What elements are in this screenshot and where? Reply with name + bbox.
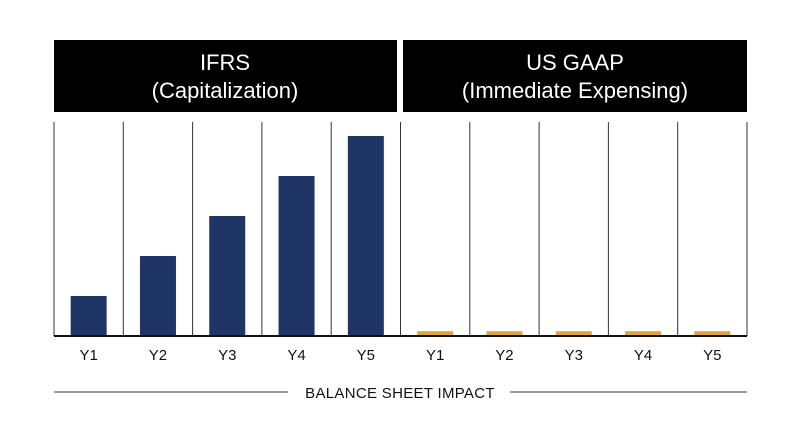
ifrs-bar-y3 [209,216,246,336]
us-gaap-bar-y4 [625,331,662,336]
ifrs-bar-y1 [70,296,107,336]
us-gaap-header-line2: (Immediate Expensing) [462,78,688,103]
us-gaap-header-box [403,40,747,112]
us-gaap-bar-y5 [694,331,731,336]
us-gaap-bar-y1 [417,331,454,336]
ifrs-header-line2: (Capitalization) [152,78,299,103]
ifrs-bar-y4 [278,176,315,336]
ifrs-header-box [54,40,397,112]
bar-layer [70,136,731,336]
ifrs-tick-label-y4: Y4 [287,347,305,364]
x-axis-label: BALANCE SHEET IMPACT [305,385,495,402]
us-gaap-tick-label-y3: Y3 [565,347,583,364]
us-gaap-bar-y2 [486,331,523,336]
us-gaap-tick-label-y2: Y2 [495,347,513,364]
us-gaap-tick-label-y5: Y5 [703,347,721,364]
ifrs-tick-label-y2: Y2 [149,347,167,364]
us-gaap-bar-y3 [555,331,592,336]
us-gaap-tick-label-y4: Y4 [634,347,652,364]
ifrs-tick-label-y3: Y3 [218,347,236,364]
tick-layer: Y1 Y2 Y3 Y4 Y5 Y1 Y2 Y3 Y4 Y5 [79,347,721,364]
ifrs-header-line1: IFRS [200,50,250,75]
grid-layer [53,122,748,336]
ifrs-bar-y5 [347,136,384,336]
us-gaap-header-line1: US GAAP [526,50,624,75]
ifrs-bar-y2 [139,256,176,336]
us-gaap-tick-label-y1: Y1 [426,347,444,364]
ifrs-tick-label-y1: Y1 [79,347,97,364]
ifrs-tick-label-y5: Y5 [357,347,375,364]
